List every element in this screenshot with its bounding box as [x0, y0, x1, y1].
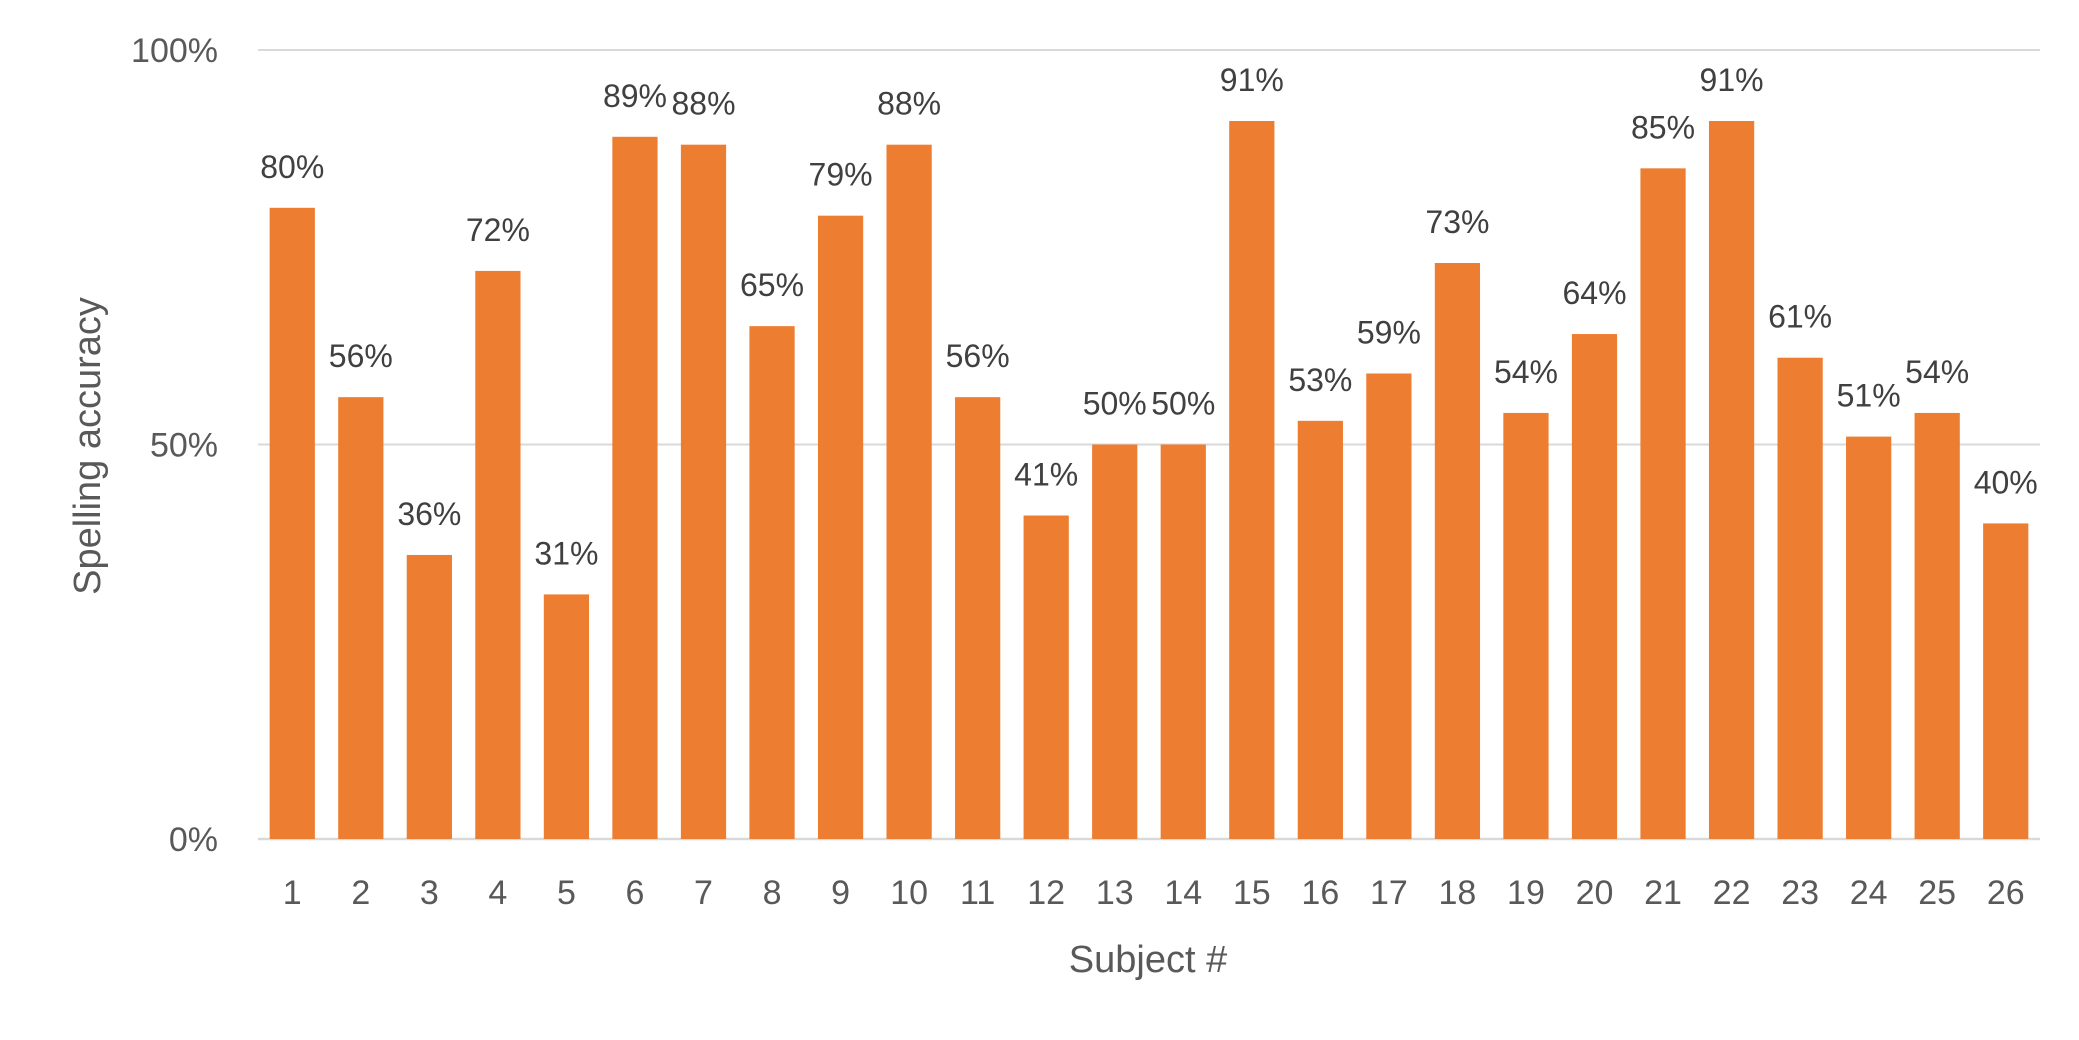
y-tick-label-0: 0% [169, 821, 218, 859]
bar-subject-15 [1229, 121, 1275, 839]
x-tick-label-3: 3 [420, 874, 439, 912]
data-label-subject-19: 54% [1494, 354, 1558, 390]
data-label-subject-9: 79% [809, 157, 873, 193]
x-tick-label-17: 17 [1370, 874, 1408, 912]
bar-subject-7 [680, 144, 727, 839]
data-label-subject-11: 56% [946, 338, 1010, 374]
x-tick-label-5: 5 [557, 874, 576, 912]
bar-subject-3 [406, 554, 452, 839]
x-tick-label-8: 8 [763, 874, 782, 912]
data-label-subject-13: 50% [1083, 386, 1147, 422]
data-label-subject-20: 64% [1562, 275, 1626, 311]
data-label-subject-18: 73% [1425, 204, 1489, 240]
x-tick-label-4: 4 [488, 874, 507, 912]
bar-subject-19 [1503, 412, 1549, 839]
x-tick-label-21: 21 [1644, 874, 1682, 912]
data-label-subject-23: 61% [1768, 299, 1832, 335]
x-tick-label-23: 23 [1781, 874, 1819, 912]
x-tick-label-25: 25 [1918, 874, 1956, 912]
x-tick-label-13: 13 [1096, 874, 1134, 912]
y-tick-label-100: 100% [131, 32, 218, 70]
bar-subject-5 [543, 594, 590, 839]
x-tick-label-22: 22 [1713, 874, 1751, 912]
data-label-subject-7: 88% [671, 86, 735, 122]
bar-subject-11 [955, 397, 1001, 839]
bar-subject-9 [817, 215, 864, 839]
x-tick-label-19: 19 [1507, 874, 1545, 912]
x-tick-label-10: 10 [890, 874, 928, 912]
data-label-subject-16: 53% [1288, 362, 1352, 398]
data-label-subject-17: 59% [1357, 314, 1421, 350]
data-label-subject-10: 88% [877, 86, 941, 122]
x-tick-label-7: 7 [694, 874, 713, 912]
y-axis-ticks: 0% 50% 100% [131, 32, 218, 859]
x-tick-label-11: 11 [960, 874, 995, 912]
x-tick-label-14: 14 [1164, 874, 1202, 912]
bar-subject-25 [1914, 412, 1960, 839]
x-axis-title: Subject # [1069, 939, 1227, 981]
data-label-subject-26: 40% [1974, 464, 2038, 500]
bar-subject-6 [612, 136, 658, 840]
x-tick-label-24: 24 [1850, 874, 1888, 912]
x-tick-label-20: 20 [1576, 874, 1614, 912]
data-label-subject-6: 89% [603, 78, 667, 114]
x-tick-label-15: 15 [1233, 874, 1271, 912]
data-label-subject-4: 72% [466, 212, 530, 248]
x-tick-label-2: 2 [351, 874, 370, 912]
data-label-subject-3: 36% [397, 496, 461, 532]
y-tick-label-50: 50% [150, 427, 218, 465]
bar-subject-17 [1366, 373, 1412, 839]
bars [269, 121, 2029, 840]
bar-subject-22 [1708, 121, 1755, 839]
data-label-subject-24: 51% [1837, 378, 1901, 414]
bar-subject-20 [1571, 334, 1618, 839]
bar-subject-4 [475, 270, 521, 839]
data-label-subject-1: 80% [260, 149, 324, 185]
data-label-subject-5: 31% [534, 535, 598, 571]
bar-subject-1 [269, 207, 315, 840]
x-tick-label-16: 16 [1301, 874, 1339, 912]
data-label-subject-21: 85% [1631, 109, 1695, 145]
x-tick-label-26: 26 [1987, 874, 2025, 912]
bar-subject-24 [1846, 436, 1892, 839]
data-label-subject-2: 56% [329, 338, 393, 374]
data-label-subject-8: 65% [740, 267, 804, 303]
bar-subject-23 [1777, 357, 1823, 839]
gridlines [258, 49, 2040, 841]
bar-subject-14 [1160, 444, 1206, 839]
x-tick-label-9: 9 [831, 874, 850, 912]
x-tick-label-6: 6 [626, 874, 645, 912]
bar-subject-18 [1434, 263, 1481, 839]
x-tick-label-18: 18 [1439, 874, 1477, 912]
bar-subject-12 [1023, 515, 1069, 839]
data-label-subject-25: 54% [1905, 354, 1969, 390]
data-label-subject-12: 41% [1014, 457, 1078, 493]
x-tick-label-1: 1 [283, 874, 302, 912]
bar-subject-16 [1297, 420, 1343, 839]
bar-subject-13 [1092, 444, 1138, 839]
data-label-subject-14: 50% [1151, 386, 1215, 422]
bar-subject-10 [886, 144, 932, 839]
y-axis-title: Spelling accuracy [67, 297, 109, 595]
bar-subject-26 [1983, 523, 2029, 839]
data-label-subject-15: 91% [1220, 62, 1284, 98]
bar-subject-8 [749, 326, 795, 839]
data-label-subject-22: 91% [1700, 62, 1764, 98]
bar-subject-21 [1640, 168, 1686, 840]
x-axis-ticks: 1 2 3 4 5 6 7 8 9 10 11 12 13 14 15 16 17 18 19 20 21 22 23 24 2… [283, 874, 2025, 912]
data-labels: 80%56%36%72%31%89% 88%65%79%88%56%41%50% 5… [260, 62, 2038, 571]
bar-subject-2 [338, 397, 384, 839]
x-tick-label-12: 12 [1027, 874, 1065, 912]
